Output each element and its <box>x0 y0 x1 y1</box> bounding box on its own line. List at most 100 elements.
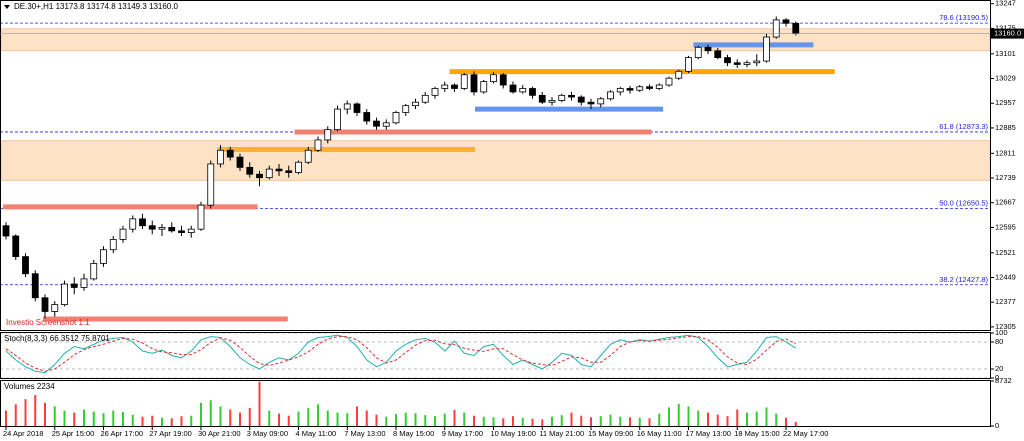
candle-body <box>100 249 107 264</box>
volume-bar <box>609 414 612 426</box>
candle-body <box>655 84 663 89</box>
volume-bar <box>434 416 436 426</box>
volume-bar <box>746 412 748 426</box>
volume-bar <box>580 415 583 426</box>
y-tick-label: 0 <box>995 373 999 382</box>
volume-bar <box>492 417 495 426</box>
volume-bar <box>200 402 202 426</box>
x-tick-label: 17 May 13:00 <box>686 429 731 438</box>
stoch-line <box>5 336 797 372</box>
volume-bar <box>424 415 427 426</box>
candle-body <box>217 149 224 165</box>
volume-bar <box>24 399 27 426</box>
candle-body <box>646 86 653 89</box>
candle-body <box>12 235 20 257</box>
candle-body <box>616 88 624 93</box>
candle-body <box>451 84 458 89</box>
candle-body <box>392 112 400 124</box>
volume-bar <box>229 409 232 426</box>
x-tick-label: 3 May 09:00 <box>247 429 288 438</box>
candle-body <box>548 100 556 103</box>
volume-bar <box>687 406 690 426</box>
candle-body <box>772 19 780 38</box>
candle-body <box>607 91 614 100</box>
volume-bar <box>268 410 271 426</box>
volume-bar <box>677 403 680 426</box>
volume-bar <box>765 407 768 426</box>
candle-body <box>753 60 761 64</box>
volume-bar <box>248 407 251 426</box>
volume-bar <box>346 413 349 426</box>
candle-body <box>480 81 488 93</box>
volume-bar <box>190 415 193 426</box>
candle-body <box>285 170 293 173</box>
candle-body <box>22 256 29 275</box>
volume-bar <box>560 415 563 426</box>
volume-bar <box>34 395 37 426</box>
candle-body <box>714 50 722 59</box>
volume-bar <box>307 407 310 426</box>
y-tick-label: 12377 <box>995 297 1016 306</box>
candle-body <box>246 166 254 175</box>
menu-triangle[interactable] <box>4 5 10 9</box>
volume-bar <box>599 416 602 426</box>
candle-body <box>304 149 312 163</box>
candle-body <box>538 94 546 103</box>
volume-bar <box>180 416 183 426</box>
volume-bar <box>775 413 778 426</box>
volume-bar <box>375 414 378 426</box>
candle-body <box>363 112 371 122</box>
volume-bar <box>590 417 592 426</box>
y-tick-label: 12739 <box>995 173 1016 182</box>
candle-body <box>80 278 88 288</box>
x-tick-label: 8 May 15:00 <box>393 429 434 438</box>
candle-body <box>577 96 585 103</box>
y-tick-label: 13101 <box>995 49 1016 58</box>
volume-bar <box>14 404 17 426</box>
volume-bar <box>63 410 66 426</box>
candle-body <box>724 57 731 64</box>
volume-bar <box>502 418 505 426</box>
candle-body <box>626 88 634 91</box>
volume-bar <box>707 412 709 426</box>
candle-body <box>70 283 78 288</box>
volume-bar <box>736 409 739 426</box>
x-tick-label: 4 May 11:00 <box>296 429 337 438</box>
volume-bar <box>755 411 758 426</box>
candle-body <box>256 173 263 179</box>
candle-body <box>431 88 439 96</box>
volume-bar <box>356 406 358 426</box>
candle-body <box>41 297 49 312</box>
candle-body <box>763 36 770 62</box>
y-tick-label: 12811 <box>995 148 1015 157</box>
fib-label: 78.6 (13190.5) <box>939 13 988 22</box>
candle-body <box>665 77 673 86</box>
volume-bar <box>92 411 95 426</box>
candle-body <box>743 62 751 65</box>
x-tick-label: 26 Apr 17:00 <box>101 429 144 438</box>
candle-body <box>236 156 244 168</box>
candle-body <box>197 204 205 230</box>
volume-title: Volumes 2234 <box>4 382 55 391</box>
volume-bar <box>570 412 573 426</box>
candle-body <box>792 22 800 34</box>
volume-bar <box>541 419 544 426</box>
x-tick-label: 24 Apr 2018 <box>3 429 43 438</box>
volume-bar <box>619 416 622 426</box>
volume-bar <box>638 417 641 426</box>
volume-bar <box>697 410 700 426</box>
volume-bar <box>317 404 319 426</box>
candle-body <box>178 230 185 233</box>
y-tick-label: 12305 <box>995 322 1016 331</box>
y-tick-label: 20 <box>995 364 1003 373</box>
volume-bar <box>365 410 368 426</box>
x-tick-label: 9 May 17:00 <box>442 429 483 438</box>
volume-bar <box>726 416 729 426</box>
candle-body <box>558 94 566 101</box>
x-tick-label: 15 May 09:00 <box>588 429 633 438</box>
main-pane-frame <box>0 0 991 331</box>
candle-body <box>139 218 146 227</box>
last-price-label: 13160.0 <box>994 29 1021 38</box>
volume-bar <box>73 412 76 426</box>
plot-layer: 78.6 (13190.5) 61.8 (12873.3) 50.0 (12650.… <box>0 13 991 426</box>
